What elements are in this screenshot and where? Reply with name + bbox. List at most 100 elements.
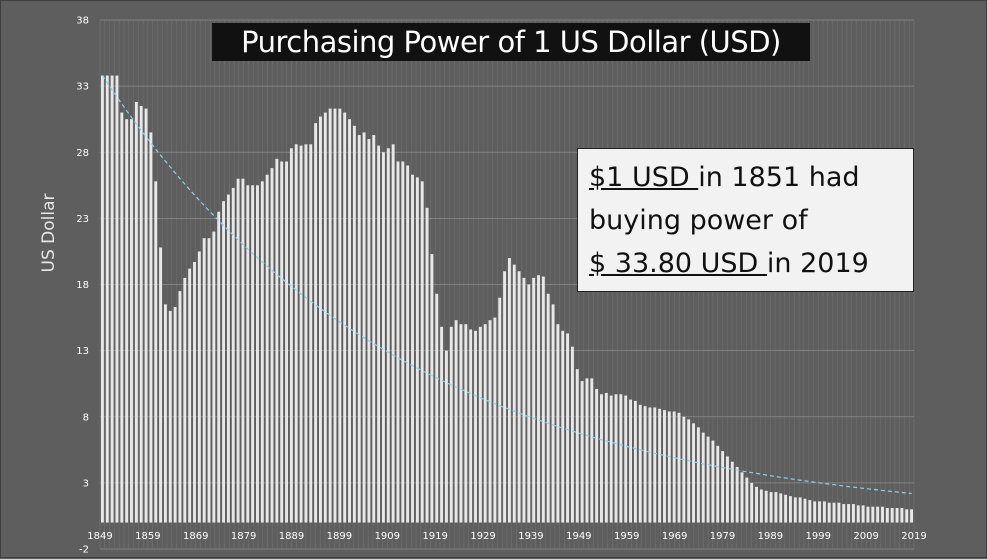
annotation-amount-1: $1 USD — [589, 162, 699, 193]
bar — [362, 132, 366, 523]
bar — [900, 508, 904, 523]
bar — [134, 102, 138, 523]
bar — [798, 497, 802, 523]
x-tick-label: 2009 — [853, 531, 878, 542]
bar — [207, 238, 211, 523]
bar — [144, 108, 148, 523]
bar — [803, 498, 807, 523]
x-tick-label: 2019 — [901, 531, 926, 542]
chart-title: Purchasing Power of 1 US Dollar (USD) — [212, 23, 810, 61]
annotation-amount-2: $ 33.80 USD — [589, 248, 767, 279]
bar — [503, 271, 507, 523]
bar — [769, 492, 773, 523]
bar — [701, 432, 705, 523]
bar — [275, 158, 279, 523]
bar — [818, 501, 821, 523]
y-tick-label: 38 — [76, 16, 89, 27]
bar — [425, 207, 429, 523]
bar — [546, 293, 550, 523]
bar — [178, 291, 182, 523]
x-tick-label: 1949 — [566, 531, 591, 542]
bar — [842, 504, 846, 523]
bar — [386, 148, 390, 523]
bar — [449, 326, 453, 523]
bar — [527, 284, 531, 523]
bar — [851, 504, 855, 523]
bar — [871, 506, 875, 523]
bar — [377, 145, 381, 523]
bar — [401, 161, 405, 523]
bar — [774, 492, 778, 523]
bar — [735, 467, 739, 523]
bar — [236, 178, 240, 523]
bar — [469, 329, 473, 523]
bar — [197, 251, 201, 523]
y-tick-label: 28 — [76, 148, 89, 159]
y-tick-label: 3 — [83, 478, 89, 489]
bar — [813, 501, 817, 523]
bar — [125, 119, 129, 523]
bar — [454, 320, 458, 523]
bar — [832, 502, 836, 523]
bar — [677, 412, 681, 523]
bar — [459, 324, 463, 523]
bar — [561, 330, 565, 523]
bar — [130, 119, 133, 523]
bar — [755, 486, 758, 523]
bar — [726, 456, 729, 523]
bar — [367, 139, 371, 523]
bar — [348, 119, 351, 523]
bar — [808, 500, 812, 523]
bar — [193, 262, 196, 523]
bar — [411, 174, 414, 523]
y-tick-label: 23 — [76, 214, 89, 225]
bar — [139, 105, 143, 523]
x-tick-label: 1869 — [183, 531, 208, 542]
annotation-line-1: $1 USD in 1851 had — [589, 156, 903, 199]
bar — [474, 330, 477, 523]
bar — [357, 135, 361, 523]
bar — [488, 320, 492, 523]
bar — [420, 181, 424, 523]
bar — [381, 152, 385, 523]
x-tick-label: 1849 — [87, 531, 112, 542]
bar — [643, 406, 647, 523]
bar — [633, 400, 637, 523]
bar — [580, 381, 584, 523]
bar — [716, 445, 720, 523]
bar — [333, 108, 337, 523]
bar — [619, 394, 623, 523]
bar — [706, 436, 710, 523]
bar — [289, 148, 293, 523]
bar — [372, 135, 376, 523]
y-tick-label: 18 — [76, 280, 89, 291]
bar — [537, 275, 540, 523]
bar — [648, 407, 652, 523]
bar — [105, 75, 109, 523]
bar — [110, 75, 114, 523]
bar — [435, 293, 439, 523]
bar — [391, 144, 395, 523]
bar — [788, 496, 792, 523]
x-tick-label: 1919 — [422, 531, 447, 542]
bar — [270, 168, 274, 523]
bar — [498, 297, 502, 523]
bar — [120, 112, 124, 523]
bar — [231, 187, 235, 523]
bar — [638, 404, 642, 523]
bar — [188, 268, 192, 523]
bar — [556, 324, 560, 523]
bar — [721, 451, 725, 523]
bar — [217, 211, 221, 523]
annotation-line-3: $ 33.80 USD in 2019 — [589, 242, 903, 285]
bar — [478, 326, 482, 523]
bar — [745, 477, 749, 523]
bar — [415, 177, 419, 523]
bar — [575, 369, 579, 523]
bar — [658, 408, 662, 523]
bar — [226, 194, 230, 523]
bar — [822, 501, 826, 523]
bar — [905, 509, 909, 523]
bar — [115, 75, 119, 523]
